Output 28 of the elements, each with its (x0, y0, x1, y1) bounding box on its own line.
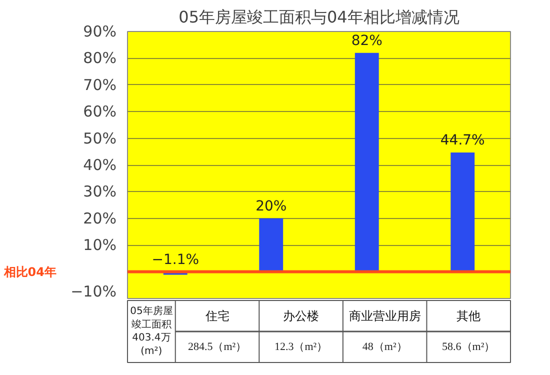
y-tick-label: 50% (83, 129, 117, 148)
x-tick-label: 商业营业用房 (348, 309, 421, 323)
data-label: −1.1% (152, 252, 200, 268)
y-tick-label: −10% (70, 282, 117, 300)
bar (354, 52, 379, 272)
y-tick-label: 40% (83, 156, 117, 174)
chart-title: 05年房屋竣工面积与04年相比增减情况 (178, 8, 460, 26)
text: 58.6（m²） (442, 341, 496, 353)
ref-line-label: 相比04年 (2, 264, 57, 279)
bar (259, 218, 284, 272)
text: 05年房屋竣工面积403.4万(m²) (130, 305, 173, 357)
data-label: 82% (351, 32, 382, 49)
x-tick-label: 住宅 (204, 309, 230, 323)
x-tick-label: 办公楼 (283, 309, 320, 323)
text: 12.3（m²） (274, 341, 328, 353)
data-label: 20% (256, 198, 287, 214)
y-tick-label: 70% (83, 76, 117, 94)
text: 284.5（m²） (188, 341, 247, 353)
y-tick-label: 30% (83, 182, 117, 201)
text: 48（m²） (362, 341, 408, 353)
x-tick-label: 其他 (456, 309, 481, 323)
y-tick-label: 20% (83, 209, 117, 228)
bar (450, 152, 475, 272)
y-tick-label: 60% (83, 102, 117, 121)
y-tick-label: 80% (83, 49, 117, 68)
data-label: 44.7% (440, 132, 485, 148)
y-tick-label: 10% (83, 236, 117, 254)
y-tick-label: 90% (83, 22, 117, 40)
